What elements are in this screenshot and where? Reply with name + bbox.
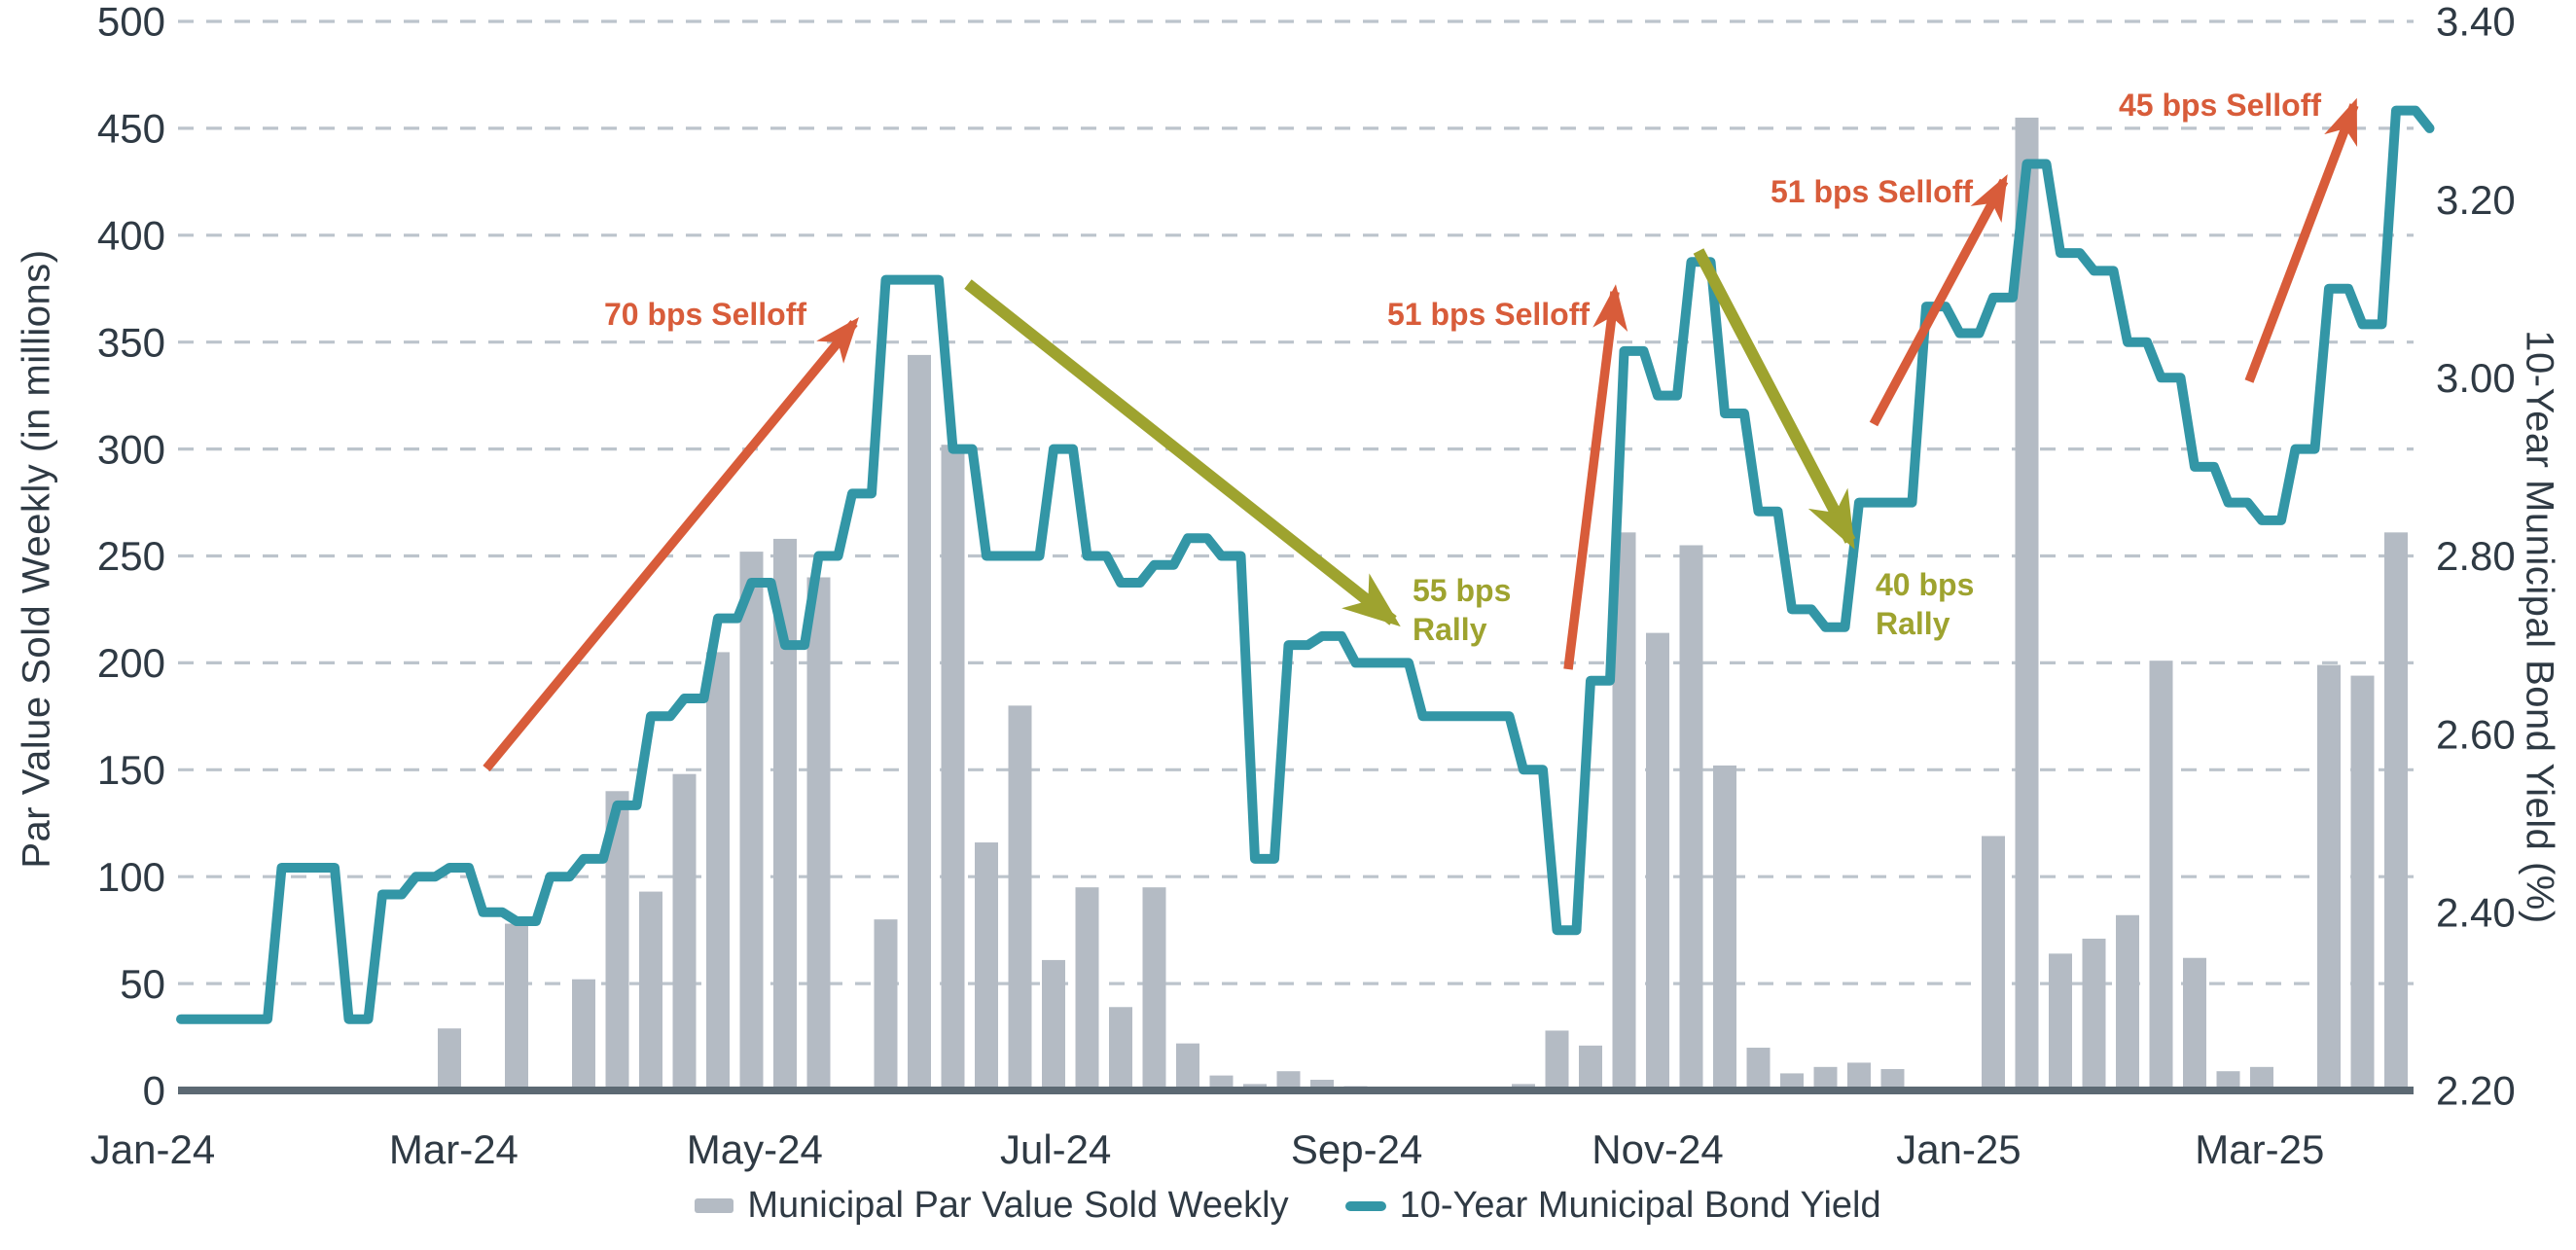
y-axis-tick-right: 3.40 xyxy=(2436,0,2516,45)
y-axis-tick-left: 0 xyxy=(143,1068,165,1114)
annotation-arrow xyxy=(2244,97,2359,383)
y-axis-tick-left: 300 xyxy=(97,426,165,472)
x-axis-ticks: Jan-24 Mar-24 May-24 Jul-24 Sep-24 Nov-24 Jan-… xyxy=(90,1126,2325,1172)
legend-item-bars: Municipal Par Value Sold Weekly xyxy=(695,1185,1289,1227)
right-axis-title: 10-Year Municipal Bond Yield (%) xyxy=(2518,330,2561,924)
annotation-label: 70 bps Selloff xyxy=(604,297,806,332)
bar xyxy=(1679,545,1703,1092)
x-axis-tick: Mar-25 xyxy=(2195,1126,2324,1172)
bar xyxy=(2317,664,2341,1092)
bar xyxy=(438,1028,461,1092)
x-axis-tick: Jan-24 xyxy=(90,1126,215,1172)
bar xyxy=(1746,1048,1771,1092)
legend-bar-label: Municipal Par Value Sold Weekly xyxy=(747,1185,1289,1226)
bar xyxy=(1075,887,1099,1092)
annotation-label: 51 bps Selloff xyxy=(1771,174,1973,209)
bar xyxy=(806,577,831,1092)
bar xyxy=(1713,765,1736,1092)
annotation-arrow xyxy=(483,316,859,772)
y-axis-tick-right: 3.20 xyxy=(2436,177,2516,223)
bar xyxy=(1646,632,1669,1092)
x-axis-line xyxy=(178,1087,2414,1094)
y-axis-tick-right: 2.60 xyxy=(2436,711,2516,757)
y-axis-tick-left: 50 xyxy=(120,961,165,1007)
annotation-arrow xyxy=(964,279,1401,627)
bar xyxy=(941,445,965,1093)
bar xyxy=(1579,1045,1602,1092)
line-swatch-icon xyxy=(1344,1200,1386,1211)
x-axis-tick: Nov-24 xyxy=(1592,1126,1723,1172)
bar xyxy=(975,842,998,1092)
annotation-label: 40 bps xyxy=(1876,567,1974,602)
bar xyxy=(2149,661,2173,1092)
x-axis-tick: Sep-24 xyxy=(1291,1126,1422,1172)
gridlines xyxy=(178,19,2414,985)
y-axis-tick-right: 3.00 xyxy=(2436,355,2516,401)
y-axis-tick-left: 450 xyxy=(97,106,165,152)
y-axis-tick-right: 2.20 xyxy=(2436,1068,2516,1114)
annotation-arrow xyxy=(1869,174,2009,427)
x-axis-tick: Mar-24 xyxy=(389,1126,519,1172)
x-axis-tick: Jul-24 xyxy=(1000,1126,1111,1172)
y-axis-tick-right: 2.40 xyxy=(2436,890,2516,936)
bar xyxy=(2384,532,2408,1092)
y-axis-left-ticks: 0 50 100 150 200 250 300 350 400 450 500 xyxy=(97,0,165,1114)
bar xyxy=(2049,953,2072,1092)
x-axis-tick: May-24 xyxy=(687,1126,823,1172)
y-axis-right-ticks: 2.20 2.40 2.60 2.80 3.00 3.20 3.40 xyxy=(2436,0,2516,1114)
annotation-label: Rally xyxy=(1413,612,1487,647)
legend-line-label: 10-Year Municipal Bond Yield xyxy=(1399,1185,1881,1226)
y-axis-tick-right: 2.80 xyxy=(2436,533,2516,579)
bar xyxy=(1042,959,1065,1092)
annotation-label: 55 bps xyxy=(1413,573,1511,608)
y-axis-tick-left: 150 xyxy=(97,747,165,793)
bar-swatch-icon xyxy=(695,1198,734,1213)
yield-line xyxy=(176,105,2435,1024)
bar xyxy=(908,354,931,1092)
x-axis-tick: Jan-25 xyxy=(1896,1126,2021,1172)
bar xyxy=(739,552,764,1092)
bar xyxy=(1982,836,2005,1092)
bars-series xyxy=(438,117,2408,1093)
bar xyxy=(706,652,730,1092)
y-axis-tick-left: 350 xyxy=(97,319,165,365)
annotations: 70 bps Selloff 55 bps Rally 51 bps Selloff 4… xyxy=(483,88,2359,772)
y-axis-tick-left: 250 xyxy=(97,533,165,579)
annotation-arrow xyxy=(1563,284,1628,670)
annotation-label: 51 bps Selloff xyxy=(1387,297,1590,332)
bar xyxy=(572,979,595,1092)
bar xyxy=(639,891,662,1092)
bar xyxy=(1008,705,1032,1092)
bar xyxy=(672,773,697,1092)
bar xyxy=(874,919,898,1092)
left-axis-title: Par Value Sold Weekly (in millions) xyxy=(15,249,58,869)
bar xyxy=(1109,1007,1132,1092)
y-axis-tick-left: 100 xyxy=(97,854,165,900)
bar xyxy=(505,923,528,1092)
y-axis-tick-left: 400 xyxy=(97,213,165,259)
annotation-arrow xyxy=(1693,248,1856,550)
bar xyxy=(2350,675,2375,1092)
bar xyxy=(2183,957,2206,1092)
bar xyxy=(1142,887,1166,1092)
bar xyxy=(1176,1043,1199,1092)
bar xyxy=(2082,938,2106,1092)
bar xyxy=(2116,914,2139,1092)
bar xyxy=(1545,1030,1569,1092)
y-axis-tick-left: 500 xyxy=(97,0,165,45)
annotation-label: Rally xyxy=(1876,606,1950,641)
legend: Municipal Par Value Sold Weekly 10-Year … xyxy=(0,1185,2576,1227)
annotation-label: 45 bps Selloff xyxy=(2119,88,2321,123)
y-axis-tick-left: 200 xyxy=(97,640,165,686)
legend-item-line: 10-Year Municipal Bond Yield xyxy=(1344,1185,1881,1227)
